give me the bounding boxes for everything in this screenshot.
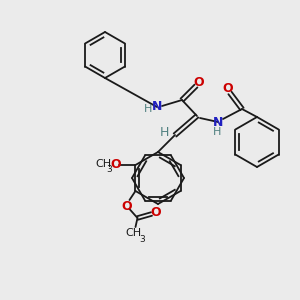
Text: O: O [121,200,132,212]
Text: O: O [110,158,121,170]
Text: 3: 3 [106,166,112,175]
Text: O: O [150,206,161,220]
Text: N: N [152,100,162,113]
Text: N: N [213,116,223,128]
Text: CH: CH [125,228,142,238]
Text: CH: CH [95,159,112,169]
Text: H: H [144,104,152,114]
Text: H: H [213,127,221,137]
Text: O: O [194,76,204,89]
Text: H: H [159,125,169,139]
Text: O: O [223,82,233,95]
Text: 3: 3 [140,235,146,244]
